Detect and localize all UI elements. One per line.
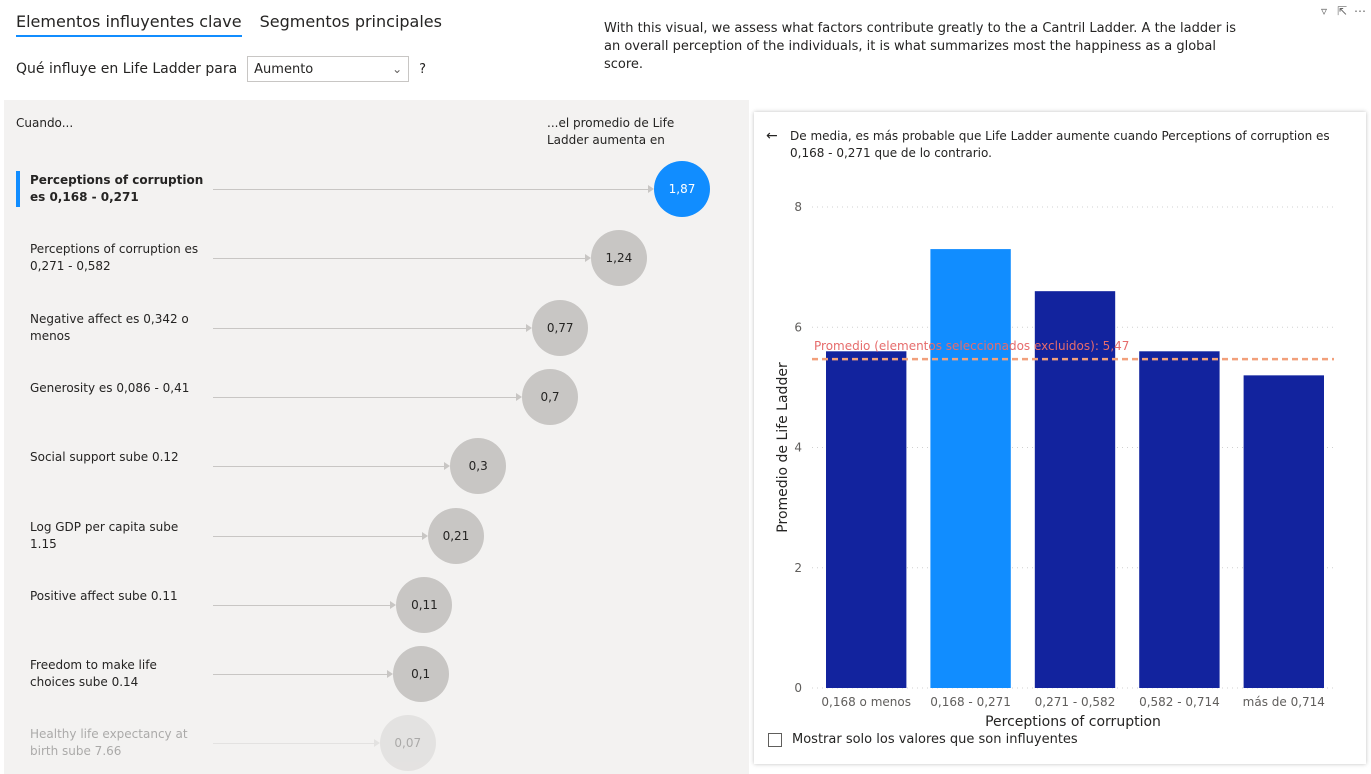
influencer-row[interactable]: Social support sube 0.12 0,3	[4, 437, 749, 499]
impact-bubble[interactable]: 0,11	[396, 576, 453, 633]
influencer-row[interactable]: Generosity es 0,086 - 0,41 0,7	[4, 368, 749, 430]
connector-arrow	[584, 254, 591, 263]
bar	[930, 249, 1011, 688]
visual-header-icons: ▿ ⇱ ⋯	[1317, 4, 1367, 18]
column-header-increase: ...el promedio de Life Ladder aumenta en	[547, 116, 675, 147]
filter-icon[interactable]: ▿	[1320, 4, 1328, 18]
influencer-label: Freedom to make life choices sube 0.14	[30, 658, 157, 690]
checkbox-label: Mostrar solo los valores que son influye…	[792, 732, 1078, 747]
connector-line	[213, 743, 374, 745]
bar	[826, 351, 907, 688]
selected-indicator	[16, 171, 20, 207]
connector-line	[213, 674, 387, 676]
x-tick-label: 0,168 - 0,271	[930, 695, 1011, 709]
influencer-label: Generosity es 0,086 - 0,41	[30, 380, 190, 395]
connector-arrow	[390, 600, 397, 609]
x-tick-label: más de 0,714	[1243, 695, 1325, 709]
impact-bubble[interactable]: 0,1	[392, 646, 449, 703]
influencer-label: Healthy life expectancy at birth sube 7.…	[30, 727, 188, 759]
tab-top-segments[interactable]: Segmentos principales	[259, 12, 442, 31]
filter-label: Qué influye en Life Ladder para	[16, 61, 238, 77]
connector-arrow	[516, 392, 523, 401]
influence-filter: Qué influye en Life Ladder para Aumento …	[16, 56, 426, 82]
focus-mode-icon[interactable]: ⇱	[1336, 4, 1348, 18]
impact-bubble[interactable]: 0,21	[427, 507, 484, 564]
x-axis-title: Perceptions of corruption	[985, 714, 1161, 730]
influencer-label: Negative affect es 0,342 o menos	[30, 311, 189, 343]
influencer-label: Perceptions of corruption es 0,168 - 0,2…	[30, 173, 204, 204]
tab-bar: Elementos influyentes clave Segmentos pr…	[16, 12, 442, 37]
connector-arrow	[373, 739, 380, 748]
connector-line	[213, 604, 391, 606]
detail-explanation: De media, es más probable que Life Ladde…	[790, 129, 1330, 160]
y-tick-label: 0	[794, 681, 802, 695]
x-tick-label: 0,582 - 0,714	[1139, 695, 1220, 709]
connector-line	[213, 535, 422, 537]
influencers-list-panel: Cuando... ...el promedio de Life Ladder …	[4, 100, 749, 774]
bar	[1243, 375, 1324, 688]
visual-description: With this visual, we assess what factors…	[604, 21, 1236, 72]
y-tick-label: 6	[794, 320, 802, 334]
influencer-row[interactable]: Perceptions of corruption es 0,168 - 0,2…	[4, 160, 749, 222]
help-icon[interactable]: ?	[419, 61, 427, 77]
influencer-label: Perceptions of corruption es 0,271 - 0,5…	[30, 242, 199, 274]
connector-line	[213, 466, 445, 468]
connector-arrow	[648, 185, 654, 193]
detail-bar-chart: 0 2 4 6 8 0,168 o menos 0,168 - 0,271 0,271 - 0…	[775, 200, 1334, 730]
reference-line-label: Promedio (elementos seleccionados exclui…	[814, 339, 1129, 353]
influencer-row[interactable]: Negative affect es 0,342 o menos 0,77	[4, 299, 749, 361]
connector-arrow	[386, 670, 393, 679]
connector-line	[213, 189, 648, 190]
bar	[1139, 351, 1220, 688]
impact-bubble[interactable]: 1,24	[590, 230, 647, 287]
influencer-label: Social support sube 0.12	[30, 450, 179, 465]
influencer-row[interactable]: Positive affect sube 0.11 0,11	[4, 576, 749, 638]
impact-bubble[interactable]: 0,07	[379, 715, 436, 772]
influencer-row[interactable]: Log GDP per capita sube 1.15 0,21	[4, 507, 749, 569]
influencer-detail-panel: ← De media, es más probable que Life Lad…	[754, 112, 1366, 764]
influencer-label: Log GDP per capita sube 1.15	[30, 519, 179, 551]
impact-bubble[interactable]: 0,77	[532, 299, 589, 356]
connector-line	[213, 327, 527, 329]
arrow-left-icon[interactable]: ←	[766, 128, 778, 144]
y-tick-label: 2	[794, 561, 802, 575]
impact-bubble[interactable]: 0,7	[522, 368, 579, 425]
influencer-row[interactable]: Freedom to make life choices sube 0.14 0,…	[4, 645, 749, 707]
dropdown-value: Aumento	[254, 61, 314, 77]
impact-bubble[interactable]: 0,3	[450, 438, 507, 495]
influencer-label: Positive affect sube 0.11	[30, 588, 178, 603]
y-tick-label: 8	[794, 200, 802, 214]
influencer-row[interactable]: Healthy life expectancy at birth sube 7.…	[4, 714, 749, 774]
bar	[1034, 291, 1116, 688]
tab-key-influencers[interactable]: Elementos influyentes clave	[16, 12, 242, 37]
influential-only-toggle[interactable]: Mostrar solo los valores que son influye…	[768, 732, 1078, 747]
influencer-row[interactable]: Perceptions of corruption es 0,271 - 0,5…	[4, 229, 749, 291]
impact-bubble[interactable]: 1,87	[654, 161, 710, 217]
direction-dropdown[interactable]: Aumento ⌄	[247, 56, 410, 82]
connector-arrow	[526, 323, 533, 332]
connector-line	[213, 396, 517, 398]
column-header-when: Cuando...	[16, 116, 74, 130]
x-tick-label: 0,168 o menos	[821, 695, 911, 709]
y-axis-title: Promedio de Life Ladder	[775, 362, 791, 533]
connector-arrow	[444, 462, 451, 471]
connector-arrow	[421, 531, 428, 540]
more-options-icon[interactable]: ⋯	[1354, 4, 1366, 18]
y-tick-label: 4	[794, 441, 802, 455]
x-tick-label: 0,271 - 0,582	[1035, 695, 1116, 709]
chevron-down-icon: ⌄	[392, 62, 403, 76]
checkbox[interactable]	[768, 732, 782, 747]
connector-line	[213, 258, 585, 260]
